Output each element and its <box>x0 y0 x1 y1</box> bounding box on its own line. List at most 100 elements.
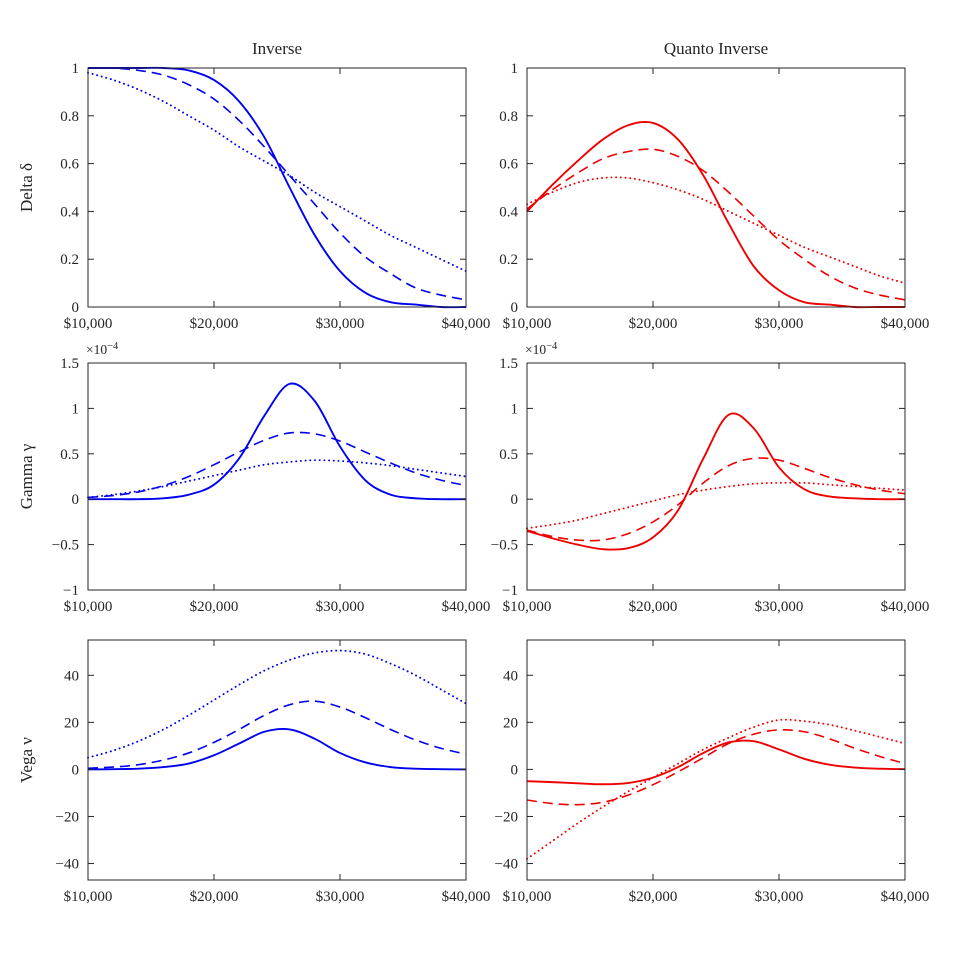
x-tick-label: $20,000 <box>190 889 239 905</box>
panel-ylabel-vega-inverse: Vega ν <box>17 737 36 783</box>
y-tick-label: 0.8 <box>499 109 518 125</box>
y-tick-label: 0 <box>72 762 80 778</box>
x-tick-label: $30,000 <box>316 889 365 905</box>
series-group-gamma-quanto-inverse <box>526 412 906 551</box>
x-tick-label: $10,000 <box>503 316 552 332</box>
line-delta-quanto-inverse-solid <box>526 120 905 309</box>
y-tick-label: −40 <box>56 857 79 873</box>
y-tick-label: 40 <box>64 668 79 684</box>
y-tick-label: 0.4 <box>60 204 79 220</box>
y-tick-label: −1 <box>63 583 79 599</box>
y-tick-label: 1 <box>72 61 80 77</box>
x-tick-label: $40,000 <box>442 599 491 615</box>
series-group-delta-quanto-inverse <box>526 120 906 309</box>
y-tick-label: 0.2 <box>60 252 79 268</box>
line-delta-inverse-dotted <box>87 71 467 273</box>
x-tick-label: $40,000 <box>881 316 930 332</box>
panel-ylabel-delta-inverse: Delta δ <box>17 163 36 212</box>
y-tick-label: −40 <box>495 857 518 873</box>
panel-gamma-inverse: $10,000 $20,000 $30,000 $40,000 −1 −0.5 0 0.5 1 1… <box>17 341 490 615</box>
series-group-gamma-inverse <box>87 382 467 501</box>
panel-title-delta-inverse: Inverse <box>252 39 302 58</box>
panel-gamma-quanto-inverse: $10,000 $20,000 $30,000 $40,000 −1 −0.5 0 0.5 1 1… <box>491 341 930 615</box>
exponent-label-gamma-inverse: ×10−4 <box>86 341 119 357</box>
y-tick-label: 0.6 <box>60 157 79 173</box>
series-group-vega-inverse <box>87 649 467 771</box>
x-tick-label: $30,000 <box>755 599 804 615</box>
line-vega-quanto-inverse-dotted <box>526 718 906 860</box>
y-tick-label: −0.5 <box>491 538 518 554</box>
y-tick-label: 0.5 <box>499 447 518 463</box>
x-tick-label: $10,000 <box>64 316 113 332</box>
y-tick-label: 0 <box>511 492 519 508</box>
y-tick-label: 0.5 <box>60 447 79 463</box>
x-tick-label: $40,000 <box>881 889 930 905</box>
y-tick-label: 1.5 <box>499 356 518 372</box>
panel-vega-quanto-inverse: $10,000 $20,000 $30,000 $40,000 −40 −20 0 20 40 <box>495 639 930 905</box>
y-tick-label: 0 <box>72 492 80 508</box>
axes-box-vega-inverse <box>87 639 467 881</box>
panel-title-delta-quanto-inverse: Quanto Inverse <box>664 39 768 58</box>
line-gamma-quanto-inverse-solid <box>526 412 906 551</box>
line-gamma-inverse-dotted <box>87 459 467 499</box>
line-delta-inverse-solid <box>88 66 467 309</box>
axes-box-gamma-inverse <box>87 362 467 591</box>
series-group-delta-inverse <box>87 66 467 309</box>
x-tick-label: $20,000 <box>629 599 678 615</box>
x-tick-label: $10,000 <box>503 889 552 905</box>
x-tick-label: $20,000 <box>629 316 678 332</box>
x-tick-label: $10,000 <box>503 599 552 615</box>
x-tick-label: $20,000 <box>190 316 239 332</box>
y-tick-label: 0.4 <box>499 204 518 220</box>
x-tick-label: $30,000 <box>755 316 804 332</box>
line-delta-quanto-inverse-dotted <box>526 176 906 285</box>
y-tick-label: 0.8 <box>60 109 79 125</box>
y-tick-label: 1 <box>72 401 80 417</box>
y-tick-label: −0.5 <box>52 538 79 554</box>
x-tick-label: $30,000 <box>755 889 804 905</box>
y-tick-label: 0.6 <box>499 157 518 173</box>
x-tick-label: $30,000 <box>316 316 365 332</box>
y-tick-label: −1 <box>502 583 518 599</box>
line-vega-quanto-inverse-solid <box>526 739 906 786</box>
panel-ylabel-gamma-inverse: Gamma γ <box>17 443 36 509</box>
series-group-vega-quanto-inverse <box>526 718 906 860</box>
y-tick-label: 40 <box>503 668 518 684</box>
y-tick-label: −20 <box>495 809 518 825</box>
line-delta-inverse-dashed <box>87 67 467 301</box>
x-tick-label: $10,000 <box>64 889 113 905</box>
x-tick-label: $30,000 <box>316 599 365 615</box>
y-tick-label: 0 <box>511 762 519 778</box>
panel-delta-inverse: $10,000 $20,000 $30,000 $40,000 0 0.2 0.4 0.6 0.… <box>17 39 490 332</box>
y-tick-label: 1 <box>511 401 519 417</box>
y-tick-label: 1 <box>511 61 519 77</box>
panel-delta-quanto-inverse: $10,000 $20,000 $30,000 $40,000 0 0.2 0.4 0.6 0.… <box>499 39 929 332</box>
line-gamma-inverse-solid <box>87 382 467 501</box>
axes-box-delta-inverse <box>87 67 467 308</box>
panel-vega-inverse: $10,000 $20,000 $30,000 $40,000 −40 −20 0 20 40 V… <box>17 639 491 905</box>
y-tick-label: 0.2 <box>499 252 518 268</box>
axes-box-gamma-quanto-inverse <box>526 362 906 591</box>
x-tick-label: $20,000 <box>190 599 239 615</box>
x-tick-label: $40,000 <box>881 599 930 615</box>
line-vega-inverse-solid <box>87 727 467 771</box>
x-tick-label: $40,000 <box>442 316 491 332</box>
x-tick-label: $40,000 <box>442 889 491 905</box>
line-gamma-quanto-inverse-dashed <box>526 457 906 542</box>
y-tick-label: 20 <box>64 715 79 731</box>
x-tick-label: $20,000 <box>629 889 678 905</box>
y-tick-label: −20 <box>56 809 79 825</box>
exponent-label-gamma-quanto-inverse: ×10−4 <box>525 341 558 357</box>
y-tick-label: 0 <box>72 300 80 316</box>
line-vega-inverse-dashed <box>87 700 467 770</box>
y-tick-label: 1.5 <box>60 356 79 372</box>
axes-box-vega-quanto-inverse <box>526 639 906 881</box>
line-delta-quanto-inverse-dashed <box>526 148 906 301</box>
line-vega-quanto-inverse-dashed <box>526 728 906 806</box>
y-tick-label: 0 <box>511 300 519 316</box>
y-tick-label: 20 <box>503 715 518 731</box>
line-vega-inverse-dotted <box>87 649 467 759</box>
line-gamma-inverse-dashed <box>87 431 467 499</box>
